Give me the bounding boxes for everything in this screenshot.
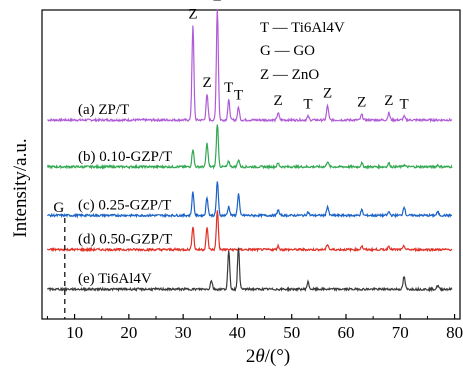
series-label-2: (b) 0.10-GZP/T [78, 149, 172, 165]
peak-label-z: Z [213, 0, 222, 4]
y-axis-title: Intensity/a.u. [10, 138, 31, 237]
series-line-3 [47, 181, 452, 219]
peak-label-z: Z [357, 95, 366, 111]
legend: T — Ti6Al4V G — GO Z — ZnO [260, 20, 345, 83]
x-axis-title-theta: θ [255, 346, 264, 367]
x-tick-label: 20 [120, 323, 137, 342]
x-tick-label: 70 [392, 323, 409, 342]
x-tick-label: 80 [446, 323, 463, 342]
peak-label-z: Z [274, 93, 283, 109]
legend-entry-t: T — Ti6Al4V [260, 20, 345, 36]
go-marker-label: G [53, 200, 64, 216]
peak-label-t: T [303, 96, 312, 112]
series-line-4 [46, 210, 453, 253]
peak-label-z: Z [384, 93, 393, 109]
peak-label-t: T [224, 80, 233, 96]
x-axis-title-symbol: 2 [246, 346, 256, 367]
plot-area: 10 20 30 40 50 60 70 80 (a) ZP/T (b) 0.10-GZP/T (c… [41, 0, 463, 342]
series-label-4: (d) 0.50-GZP/T [78, 232, 172, 248]
series-label-3: (c) 0.25-GZP/T [78, 197, 171, 213]
x-tick-label: 50 [283, 323, 300, 342]
x-tick-label: 10 [66, 323, 83, 342]
series-label-1: (a) ZP/T [78, 102, 129, 118]
legend-entry-g: G — GO [260, 43, 315, 59]
x-tick-label: 30 [175, 323, 192, 342]
peak-label-t: T [234, 87, 243, 103]
series-line-2 [46, 124, 453, 171]
series-label-5: (e) Ti6Al4V [78, 271, 152, 287]
x-tick-label: 40 [229, 323, 246, 342]
series-line-5 [46, 247, 453, 293]
peak-label-t: T [399, 96, 408, 112]
peak-label-z: Z [188, 6, 197, 22]
series-line-1 [47, 9, 453, 124]
x-axis-title-unit: /(°) [265, 346, 291, 367]
peak-label-z: Z [323, 86, 332, 102]
plot-frame [41, 9, 461, 320]
x-axis-title: 2θ/(°) [246, 346, 290, 367]
x-tick-label: 60 [338, 323, 355, 342]
peak-label-z: Z [202, 75, 211, 91]
legend-entry-z: Z — ZnO [260, 67, 319, 83]
